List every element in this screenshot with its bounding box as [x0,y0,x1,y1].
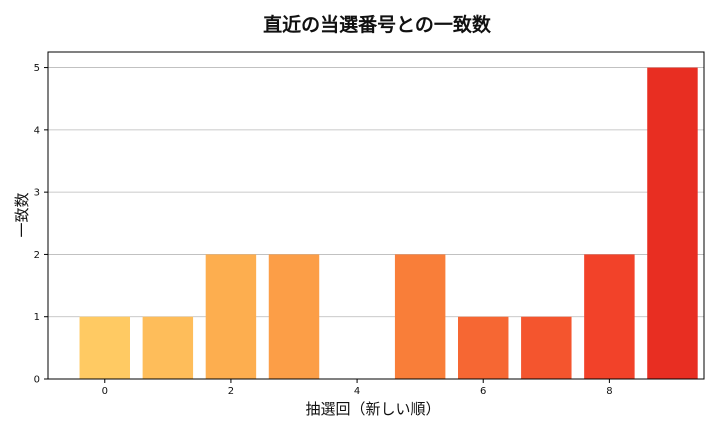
bar [205,254,257,379]
y-tick-label: 1 [34,312,40,323]
bar [458,316,509,379]
y-axis-ticks: 0 1 2 3 4 5 [34,63,48,386]
x-tick-label: 2 [228,386,234,397]
bar [79,316,130,379]
y-tick-label: 3 [34,188,40,199]
x-tick-label: 0 [102,386,108,397]
x-tick-label: 4 [354,386,360,397]
bar [584,254,635,379]
bars [79,67,698,380]
plot-frame [47,51,705,380]
x-axis-ticks: 0 2 4 6 8 [102,379,613,397]
bar [268,254,320,379]
y-tick-label: 0 [34,375,40,386]
x-tick-label: 8 [606,386,612,397]
y-tick-label: 5 [34,63,40,74]
y-tick-label: 4 [34,125,40,136]
chart-title: 直近の当選番号との一致数 [263,13,492,36]
x-axis-label: 抽選回（新しい順） [305,400,440,418]
y-axis-label: 一致数 [13,192,31,237]
bar [647,67,698,380]
bar [521,316,572,379]
bar [142,316,194,379]
y-tick-label: 2 [34,250,40,261]
x-tick-label: 6 [480,386,486,397]
bar [394,254,446,379]
